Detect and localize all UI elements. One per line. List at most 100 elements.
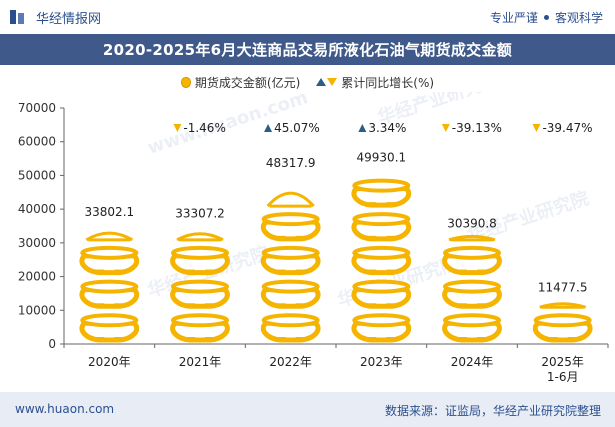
growth-label: -1.46% (183, 121, 225, 135)
pot-mark-leg (386, 337, 395, 341)
pot-mark-leg (459, 303, 467, 308)
pot-mark-leg (205, 269, 213, 274)
pot-mark-leg (368, 202, 377, 207)
value-label: 48317.9 (266, 156, 316, 170)
value-label: 11477.5 (538, 280, 588, 294)
pot-mark-leg (205, 337, 213, 341)
pot-mark-leg (277, 269, 286, 274)
pot-mark-leg (114, 337, 123, 341)
pot-mark-leg (368, 235, 377, 240)
tagline: 专业严谨 客观科学 (490, 9, 603, 26)
pot-mark (266, 191, 315, 208)
pot-mark-rim (171, 279, 229, 294)
pot-icon (180, 76, 191, 88)
pot-mark-leg (114, 303, 123, 308)
growth-label: 3.34% (368, 121, 406, 135)
growth-label: -39.47% (542, 121, 592, 135)
pot-mark-leg (295, 269, 304, 274)
x-tick-label: 1-6月 (547, 370, 579, 384)
x-tick-label: 2020年 (88, 355, 131, 369)
tagline-dot-icon (543, 15, 549, 20)
growth-label: 45.07% (274, 121, 320, 135)
pot-mark-leg (386, 269, 395, 274)
triangle-up-icon (316, 78, 327, 86)
y-tick-label: 70000 (18, 101, 56, 115)
growth-up-icon (358, 124, 367, 132)
legend-label-amount: 期货成交金额(亿元) (194, 75, 301, 90)
pot-mark-rim (443, 279, 501, 294)
pot-mark-leg (96, 303, 105, 308)
pot-mark-leg (277, 303, 286, 308)
pot-mark-leg (96, 269, 105, 274)
pot-mark-leg (295, 235, 304, 240)
pot-mark-rim (261, 245, 320, 260)
value-label: 30390.8 (447, 217, 497, 231)
pot-mark-leg (187, 337, 195, 341)
pot-mark-rim (352, 212, 411, 227)
value-label: 49930.1 (357, 151, 407, 165)
growth-down-icon (173, 124, 182, 132)
pot-mark-leg (477, 269, 485, 274)
legend-item-amount: 期货成交金额(亿元) (180, 74, 301, 91)
x-tick-label: 2021年 (179, 355, 222, 369)
x-tick-label: 2023年 (360, 355, 403, 369)
pot-mark-rim (443, 313, 501, 328)
pot-mark-rim (80, 313, 139, 328)
growth-down-icon (441, 124, 450, 132)
pot-mark-rim (533, 313, 592, 328)
pot-mark-leg (549, 337, 558, 341)
growth-up-icon (264, 124, 273, 132)
legend: 期货成交金额(亿元) 累计同比增长(%) (0, 71, 615, 93)
footer: www.huaon.com 数据来源：证监局，华经产业研究院整理 (0, 392, 615, 427)
pot-mark-rim (80, 279, 139, 294)
pot-mark-rim (171, 245, 229, 260)
pot-mark-rim (171, 313, 229, 328)
pot-mark-leg (386, 303, 395, 308)
legend-item-growth: 累计同比增长(%) (316, 74, 434, 91)
growth-down-icon (532, 124, 541, 132)
pot-mark-leg (368, 303, 377, 308)
y-tick-label: 0 (48, 337, 56, 351)
pot-mark (85, 231, 134, 242)
pot-mark-rim (352, 245, 411, 260)
tagline-right: 客观科学 (554, 11, 603, 25)
pot-mark-leg (386, 202, 395, 207)
chart-title: 2020-2025年6月大连商品交易所液化石油气期货成交金额 (0, 34, 615, 65)
pot-mark-leg (96, 337, 105, 341)
legend-label-growth: 累计同比增长(%) (341, 75, 435, 90)
pot-mark-rim (443, 245, 501, 260)
pot-mark-leg (567, 337, 576, 341)
growth-label: -39.13% (452, 121, 502, 135)
y-tick-label: 50000 (18, 168, 56, 182)
pot-mark-rim (261, 313, 320, 328)
pot-mark-leg (277, 235, 286, 240)
triangle-down-icon (327, 78, 338, 86)
pot-mark-rim (352, 279, 411, 294)
y-tick-label: 40000 (18, 202, 56, 216)
pot-mark-rim (352, 178, 411, 193)
pot-mark-leg (277, 337, 286, 341)
top-bar: 华经情报网 专业严谨 客观科学 (0, 0, 615, 34)
pot-mark-leg (477, 337, 485, 341)
pot-mark-rim (352, 313, 411, 328)
x-tick-label: 2024年 (451, 355, 494, 369)
pot-mark-leg (368, 269, 377, 274)
chart-canvas: 华经产业研究院www.huaon.com华经产业研究院华经产业研究院华经产业研究… (18, 92, 609, 384)
y-tick-label: 60000 (18, 135, 56, 149)
brand-name: 华经情报网 (36, 11, 102, 27)
x-tick-label: 2022年 (269, 355, 312, 369)
pot-mark-leg (459, 337, 467, 341)
brand-logo-icon (10, 9, 28, 25)
pot-mark-leg (187, 269, 195, 274)
pot-mark-leg (114, 269, 123, 274)
footer-source: 数据来源：证监局，华经产业研究院整理 (384, 404, 601, 418)
pot-mark-leg (386, 235, 395, 240)
value-label: 33307.2 (175, 207, 225, 221)
pot-mark-leg (459, 269, 467, 274)
pot-mark-leg (187, 303, 195, 308)
pot-mark-leg (205, 303, 213, 308)
y-tick-label: 10000 (18, 303, 56, 317)
brand: 华经情报网 (10, 8, 102, 27)
pot-mark-rim (261, 279, 320, 294)
pot-mark-leg (295, 303, 304, 308)
